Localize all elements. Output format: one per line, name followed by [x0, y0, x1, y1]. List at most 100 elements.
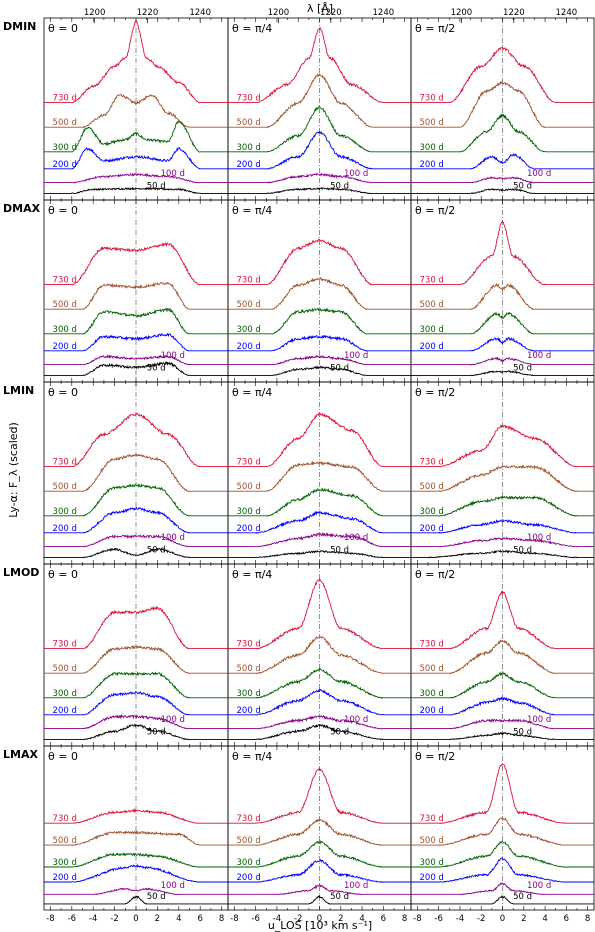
spectrum-300d	[44, 671, 228, 699]
x-tick-label: 4	[542, 914, 547, 924]
spectrum-200d	[411, 696, 594, 716]
spectrum-200d	[44, 146, 228, 170]
epoch-label: 100 d	[161, 715, 185, 725]
spectrum-730d	[411, 46, 594, 104]
spectrum-100d	[228, 883, 411, 896]
top-tick-label: 1240	[556, 8, 578, 18]
panel-dmin-1: θ = π/4 730 d 500 d 300 d 200 d 100 d 50 d 1200…	[227, 8, 412, 201]
epoch-label: 730 d	[53, 640, 77, 650]
epoch-label: 500 d	[53, 118, 77, 128]
y-axis-label: Ly-α: F_λ (scaled)	[7, 422, 20, 518]
epoch-label: 100 d	[344, 715, 368, 725]
epoch-label: 300 d	[53, 325, 77, 335]
epoch-label: 300 d	[420, 143, 444, 153]
epoch-label: 500 d	[53, 482, 77, 492]
spectrum-730d	[228, 578, 411, 650]
epoch-label: 100 d	[344, 533, 368, 543]
epoch-label: 730 d	[237, 94, 261, 104]
x-tick-label: 0	[500, 914, 505, 924]
epoch-label: 200 d	[237, 706, 261, 716]
epoch-label: 100 d	[344, 351, 368, 361]
epoch-label: 50 d	[330, 181, 349, 191]
epoch-label: 300 d	[420, 507, 444, 517]
epoch-label: 200 d	[420, 706, 444, 716]
top-tick-label: 1200	[84, 8, 106, 18]
spectrum-100d	[411, 536, 594, 548]
epoch-label: 100 d	[344, 881, 368, 891]
panel-angle-label: θ = 0	[48, 386, 78, 399]
panel-angle-label: θ = 0	[48, 204, 78, 217]
epoch-label: 200 d	[53, 160, 77, 170]
model-label: LMOD	[3, 566, 39, 579]
spectrum-100d	[228, 172, 411, 184]
epoch-label: 300 d	[53, 143, 77, 153]
spectrum-50d	[228, 187, 411, 195]
panel-angle-label: θ = 0	[48, 22, 78, 35]
spectrum-200d	[228, 688, 411, 716]
panel-angle-label: θ = π/4	[232, 204, 272, 217]
epoch-label: 500 d	[53, 836, 77, 846]
x-tick-label: -8	[230, 914, 238, 924]
epoch-label: 730 d	[237, 458, 261, 468]
x-tick-label: 6	[564, 914, 569, 924]
x-tick-label: -8	[413, 914, 421, 924]
panel-lmod-1: θ = π/4 730 d 500 d 300 d 200 d 100 d 50 d	[227, 563, 412, 747]
epoch-label: 730 d	[420, 276, 444, 286]
spectrum-730d	[411, 763, 594, 824]
panel-angle-label: θ = π/4	[232, 386, 272, 399]
epoch-label: 500 d	[420, 300, 444, 310]
epoch-label: 500 d	[53, 664, 77, 674]
spectrum-300d	[228, 105, 411, 153]
spectrum-730d	[44, 412, 228, 468]
spectrum-500d	[44, 453, 228, 493]
x-tick-label: 4	[176, 914, 181, 924]
spectrum-300d	[411, 495, 594, 517]
spectrum-100d	[411, 718, 594, 730]
x-tick-label: 2	[155, 914, 160, 924]
panel-dmax-0: θ = 0 730 d 500 d 300 d 200 d 100 d 50 d	[43, 199, 229, 383]
epoch-label: 50 d	[147, 181, 166, 191]
spectrum-300d	[44, 307, 228, 335]
epoch-label: 730 d	[237, 814, 261, 824]
spectrum-300d	[411, 112, 594, 153]
top-tick-label: 1220	[137, 8, 159, 18]
x-tick-label: 0	[133, 914, 138, 924]
panel-angle-label: θ = π/2	[415, 386, 455, 399]
epoch-label: 200 d	[420, 524, 444, 534]
spectrum-200d	[44, 691, 228, 716]
panel-dmin-2: θ = π/2 730 d 500 d 300 d 200 d 100 d 50 d 1200…	[410, 8, 595, 201]
spectrum-50d	[411, 187, 594, 195]
top-tick-label: 1200	[268, 8, 290, 18]
epoch-label: 730 d	[53, 276, 77, 286]
spectrum-200d	[228, 130, 411, 170]
top-tick-label: 1220	[320, 8, 342, 18]
model-label: DMIN	[3, 20, 36, 33]
spectrum-300d	[411, 840, 594, 868]
spectrum-50d	[228, 549, 411, 559]
panel-lmod-2: θ = π/2 730 d 500 d 300 d 200 d 100 d 50 d	[410, 563, 595, 747]
spectrum-300d	[228, 667, 411, 699]
spectrum-200d	[411, 518, 594, 534]
x-tick-label: -2	[110, 914, 118, 924]
epoch-label: 200 d	[420, 873, 444, 883]
spectrum-500d	[228, 276, 411, 311]
epoch-label: 50 d	[147, 545, 166, 555]
epoch-label: 200 d	[53, 524, 77, 534]
top-tick-label: 1200	[451, 8, 473, 18]
spectrum-500d	[411, 282, 594, 311]
panel-angle-label: θ = π/4	[232, 22, 272, 35]
spectrum-300d	[228, 840, 411, 868]
epoch-label: 50 d	[330, 892, 349, 902]
spectrum-730d	[228, 412, 411, 468]
spectrum-300d	[44, 483, 228, 517]
epoch-label: 300 d	[237, 858, 261, 868]
epoch-label: 100 d	[527, 715, 551, 725]
spectrum-300d	[411, 671, 594, 699]
spectrum-300d	[228, 307, 411, 335]
epoch-label: 730 d	[420, 94, 444, 104]
spectrum-300d	[44, 852, 228, 868]
panel-angle-label: θ = π/2	[415, 22, 455, 35]
epoch-label: 730 d	[237, 276, 261, 286]
spectrum-500d	[411, 817, 594, 846]
panel-angle-label: θ = π/2	[415, 568, 455, 581]
